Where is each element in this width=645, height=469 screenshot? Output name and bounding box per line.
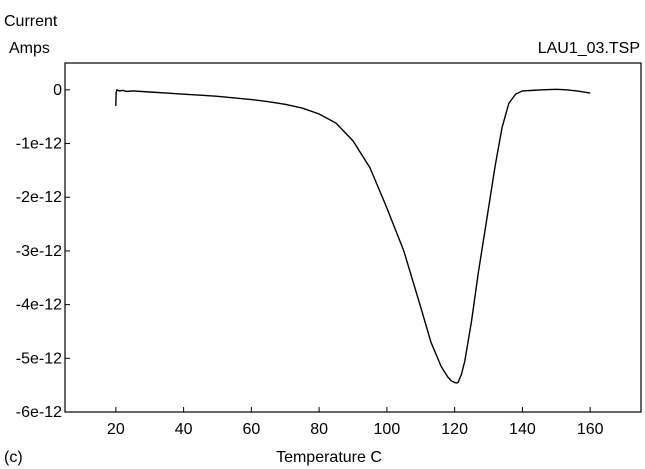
y-tick-label: -5e-12 (16, 350, 62, 367)
y-tick-label: -2e-12 (16, 189, 62, 206)
y-axis-ticks: 0 -1e-12 -2e-12 -3e-12 -4e-12 -5e-12 -6e-12 (16, 82, 70, 421)
x-tick-label: 40 (175, 421, 193, 438)
x-tick-label: 60 (242, 421, 260, 438)
y-tick-label: -4e-12 (16, 297, 62, 314)
y-tick-label: 0 (53, 82, 62, 99)
x-tick-label: 120 (441, 421, 468, 438)
plot-frame (64, 62, 642, 413)
file-label: LAU1_03.TSP (538, 40, 640, 57)
series-line-current (115, 88, 591, 384)
x-tick-label: 160 (577, 421, 604, 438)
x-tick-label: 140 (509, 421, 536, 438)
y-tick-label: -6e-12 (16, 404, 62, 421)
y-tick-label: -1e-12 (16, 136, 62, 153)
x-tick-label: 20 (107, 421, 125, 438)
x-axis-ticks: 20 40 60 80 100 120 140 160 (107, 407, 604, 438)
x-tick-label: 80 (310, 421, 328, 438)
y-axis-label-line1: Current (4, 13, 58, 30)
x-axis-label: Temperature C (276, 449, 382, 466)
y-axis-label-line2: Amps (9, 40, 50, 57)
y-tick-label: -3e-12 (16, 243, 62, 260)
panel-label: (c) (4, 449, 23, 466)
x-tick-label: 100 (374, 421, 401, 438)
